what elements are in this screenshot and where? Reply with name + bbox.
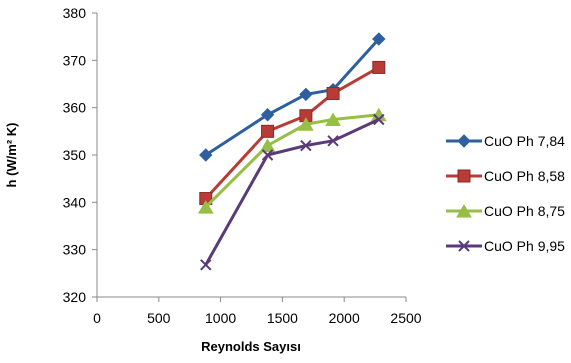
x-tick-label: 2000	[329, 310, 360, 326]
data-point	[259, 138, 276, 153]
legend-label: CuO Ph 8,75	[484, 203, 565, 219]
y-axis-title: h (W/m² K)	[4, 123, 19, 188]
x-tick-label: 2500	[390, 310, 421, 326]
y-tick-label: 370	[63, 52, 87, 68]
x-tick-label: 0	[93, 310, 101, 326]
x-tick-label: 1500	[267, 310, 298, 326]
data-point	[197, 200, 214, 214]
x-tick-group: 0 500 1000 1500 2000 2500	[93, 297, 422, 326]
y-tick-label: 360	[63, 100, 87, 116]
data-point	[261, 124, 275, 138]
data-point	[327, 135, 339, 147]
x-tick-label: 500	[147, 310, 171, 326]
series-2	[199, 60, 386, 206]
plot-area: 0 500 1000 1500 2000 2500 3203303403503603703…	[63, 5, 422, 326]
y-tick-label: 330	[63, 242, 87, 258]
legend-item: CuO Ph 8,58	[446, 168, 565, 184]
legend-marker	[456, 204, 472, 218]
legend-marker	[457, 134, 471, 148]
x-tick-label: 1000	[205, 310, 236, 326]
series-1	[199, 32, 386, 162]
y-tick-group: 320 330 340 350 360 370 380	[63, 5, 97, 305]
y-tick-label: 350	[63, 147, 87, 163]
x-axis-title: Reynolds Sayısı	[201, 339, 301, 354]
data-point	[325, 112, 341, 126]
legend: CuO Ph 7,84 CuO Ph 8,58 CuO Ph 8,75 CuO Ph …	[446, 133, 565, 254]
legend-marker	[458, 240, 470, 252]
series-line	[204, 118, 380, 266]
series-3	[197, 107, 387, 214]
y-tick-label: 380	[63, 5, 87, 21]
data-point	[373, 113, 385, 126]
data-point	[326, 86, 340, 100]
y-tick-label: 340	[63, 194, 87, 210]
data-point	[199, 148, 213, 162]
data-point	[372, 60, 386, 74]
series-line	[204, 113, 379, 209]
y-tick-label: 320	[63, 289, 87, 305]
data-point	[260, 108, 275, 122]
series-4	[200, 113, 385, 271]
legend-label: CuO Ph 8,58	[484, 168, 565, 184]
data-point	[299, 87, 313, 102]
data-point	[298, 117, 314, 131]
series-layer	[197, 32, 387, 271]
legend-marker	[457, 169, 471, 183]
legend-label: CuO Ph 9,95	[484, 238, 565, 254]
legend-item: CuO Ph 7,84	[446, 133, 565, 149]
data-point	[261, 149, 274, 161]
legend-label: CuO Ph 7,84	[484, 133, 565, 149]
data-point	[200, 259, 212, 271]
legend-item: CuO Ph 8,75	[446, 203, 565, 219]
legend-item: CuO Ph 9,95	[446, 238, 565, 254]
series-line	[204, 38, 380, 157]
data-point	[300, 139, 312, 152]
data-point	[372, 32, 386, 46]
